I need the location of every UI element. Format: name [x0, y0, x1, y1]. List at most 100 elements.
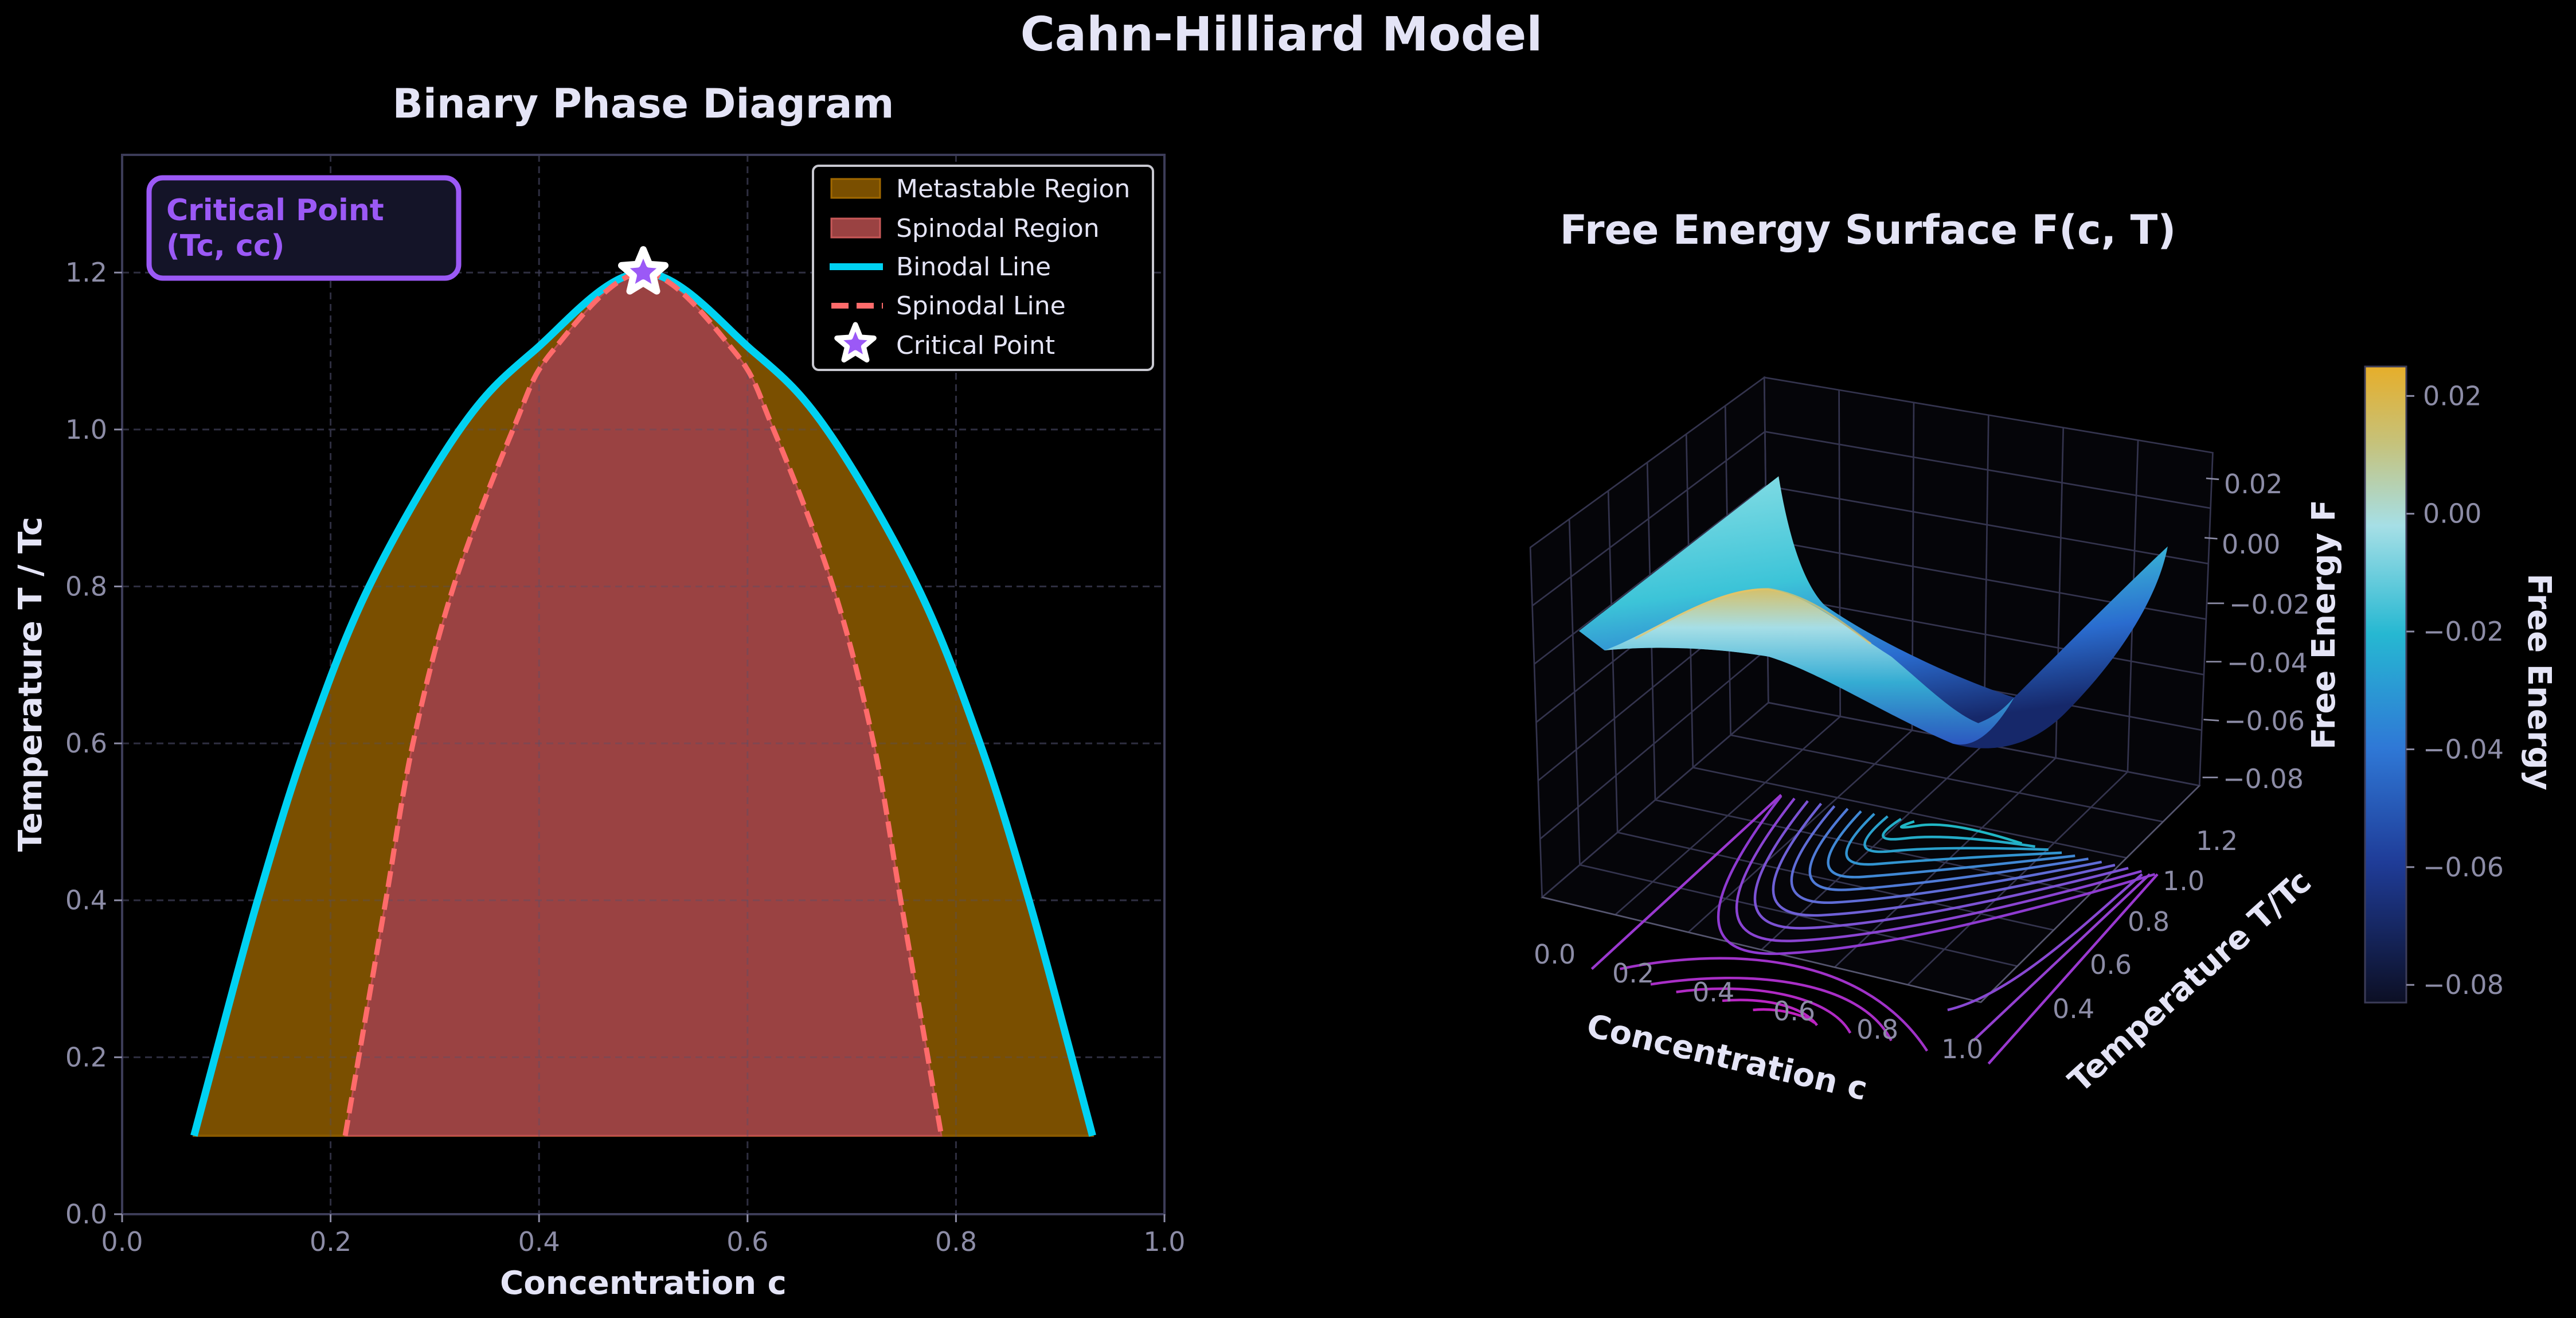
colorbar-tick-label: −0.06 [2423, 852, 2504, 883]
contour-line [1735, 797, 2142, 942]
annotation-line-1: Critical Point [166, 193, 384, 228]
c-tick-label: 0.2 [1612, 958, 1654, 989]
contour-line [1845, 813, 2062, 866]
x-tick-label: 0.4 [518, 1226, 560, 1257]
x-tick-label: 0.8 [935, 1226, 977, 1257]
legend: Metastable Region Spinodal Region Binoda… [812, 165, 1154, 371]
phase-diagram-title: Binary Phase Diagram [393, 80, 894, 127]
z-tick-label: 0.02 [2224, 469, 2282, 500]
spinodal-line [342, 270, 944, 1136]
critical-point-star-icon [618, 246, 669, 295]
colorbar-tick-label: 0.02 [2423, 380, 2481, 411]
spinodal-region [344, 271, 943, 1137]
contour-line [1972, 873, 2151, 1042]
contour-line [1772, 802, 2116, 917]
y-tick-label: 1.2 [65, 257, 107, 288]
t-tick-label: 0.8 [2128, 906, 2170, 937]
legend-label: Binodal Line [896, 252, 1051, 282]
c-axis-line [1542, 896, 1981, 1003]
colorbar-tick-label: −0.08 [2423, 969, 2504, 1000]
grid-line-3d [1765, 485, 2208, 565]
phase-diagram: Binary Phase Diagram 0.0 0.2 0.4 0.6 0.8 1.00… [12, 80, 1186, 1302]
z-axis-ticks [2202, 477, 2225, 778]
z-tick-label: −0.02 [2229, 589, 2310, 620]
contour-line [1619, 957, 1929, 1052]
floor-contours [1590, 794, 2159, 1065]
z-tick-label: 0.00 [2222, 529, 2280, 560]
contour-line [1947, 873, 2143, 1012]
grid-line-3d [1765, 431, 2211, 509]
legend-label: Spinodal Line [896, 291, 1066, 321]
annotation-line-2: (Tc, cc) [166, 229, 284, 263]
contour-line [1863, 815, 2049, 853]
y-tick-label: 0.4 [65, 885, 107, 916]
energy-surface [1578, 476, 2168, 748]
legend-swatch-spinodal-region [830, 217, 881, 239]
surface-front-ridge [1604, 588, 2014, 745]
contour-line [1676, 987, 1852, 1034]
legend-label: Critical Point [896, 331, 1055, 360]
contour-line [1753, 1008, 1816, 1024]
c-tick-label: 0.0 [1534, 939, 1576, 970]
colorbar-tick-label: 0.00 [2423, 498, 2481, 529]
contour-line [1987, 873, 2159, 1065]
x-axis-label-3d: Concentration c [1583, 1007, 1870, 1108]
contour-line [1753, 800, 2129, 930]
grid-line-3d [1766, 593, 2204, 676]
free-energy-surface-plot: Free Energy Surface F(c, T) 0.02 0.00 −0.0… [1529, 206, 2558, 1108]
x-tick-label: 0.0 [101, 1226, 143, 1257]
critical-annotation: Critical Point (Tc, cc) [146, 175, 462, 281]
x-tick-label: 1.0 [1143, 1226, 1185, 1257]
colorbar-ticks: 0.02 0.00 −0.02 −0.04 −0.06 −0.08 [2406, 380, 2504, 1000]
t-tick-label: 1.2 [2196, 825, 2238, 856]
colorbar-tick-label: −0.04 [2423, 734, 2504, 765]
y-axis-label-3d: Temperature T/Tc [2061, 863, 2318, 1100]
legend-label: Spinodal Region [896, 214, 1100, 243]
c-tick-label: 0.8 [1856, 1014, 1898, 1045]
z-tick-label: −0.08 [2223, 763, 2304, 794]
colorbar: 0.02 0.00 −0.02 −0.04 −0.06 −0.08 Free Energy [2364, 365, 2558, 1004]
axis-ticks: 0.0 0.2 0.4 0.6 0.8 1.0 0.0 0.2 0.4 0.6 0.8 1.0 1.2 [65, 257, 1186, 1257]
t-tick-label: 0.4 [2053, 993, 2094, 1024]
y-tick-label: 0.2 [65, 1042, 107, 1073]
contour-line [1899, 820, 2023, 845]
contour-line [1717, 795, 2156, 956]
grid-line-3d [1531, 431, 1766, 607]
surface-back-sheet [1578, 476, 2168, 748]
contour-line [1808, 808, 2089, 891]
contour-line [1650, 976, 1893, 1042]
colorbar-tick-label: −0.02 [2423, 616, 2504, 647]
z-tick-label: −0.04 [2227, 648, 2308, 679]
contour-line [1790, 805, 2102, 904]
axes-frame [121, 154, 1166, 1215]
contour-line [1882, 817, 2035, 848]
y-axis-label: Temperature T / Tc [12, 517, 49, 852]
grid-line-3d [1615, 716, 1841, 915]
contour-line [1827, 810, 2075, 879]
c-tick-label: 0.6 [1773, 996, 1815, 1027]
colorbar-label: Free Energy [2520, 574, 2558, 790]
contour-line [1590, 794, 1783, 970]
x-tick-label: 0.2 [310, 1226, 351, 1257]
c-tick-label: 0.4 [1692, 977, 1734, 1008]
z-axis-label-3d: Free Energy F [2305, 500, 2343, 750]
x-tick-label: 0.6 [726, 1226, 768, 1257]
surface-ridge-highlight [1635, 588, 1872, 645]
grid-line-3d [1534, 485, 1766, 665]
legend-label: Metastable Region [896, 174, 1130, 204]
t-tick-label: 0.6 [2090, 949, 2132, 980]
c-tick-label: 1.0 [1941, 1034, 1983, 1064]
t-tick-label: 1.0 [2163, 865, 2204, 896]
colorbar-gradient [2364, 365, 2407, 1004]
3d-tick-labels: 0.02 0.00 −0.02 −0.04 −0.06 −0.08 0.4 0.6 0.8 1.0… [1534, 469, 2310, 1064]
y-tick-label: 0.0 [65, 1199, 107, 1230]
y-tick-label: 0.8 [65, 571, 107, 602]
z-tick-label: −0.06 [2224, 705, 2305, 736]
y-tick-label: 0.6 [65, 728, 107, 759]
legend-swatch-metastable [830, 178, 881, 199]
figure-title: Cahn-Hilliard Model [1021, 7, 1543, 62]
surface-plot-title: Free Energy Surface F(c, T) [1560, 206, 2176, 254]
legend-star-icon [834, 322, 877, 362]
y-tick-label: 1.0 [65, 414, 107, 445]
